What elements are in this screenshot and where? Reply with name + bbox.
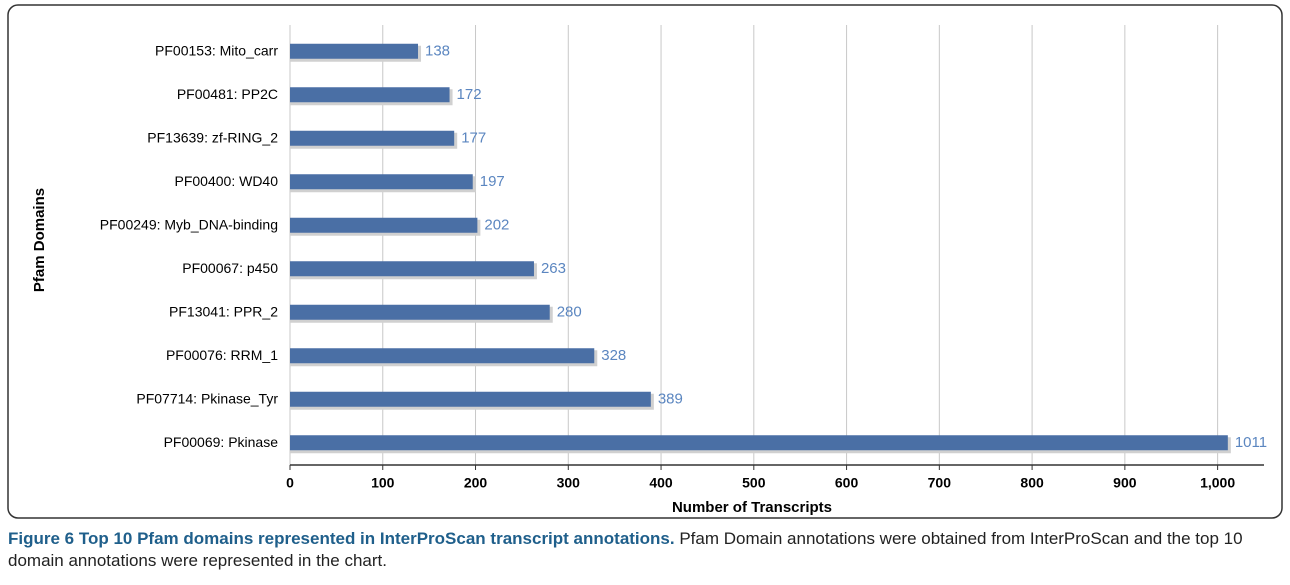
data-label: 177 xyxy=(461,130,486,147)
data-label: 328 xyxy=(601,347,626,364)
y-tick-label: PF00076: RRM_1 xyxy=(166,347,278,363)
data-label: 280 xyxy=(557,304,582,321)
bar xyxy=(290,348,595,364)
caption: Figure 6 Top 10 Pfam domains represented… xyxy=(8,528,1248,572)
bar xyxy=(290,304,550,320)
x-tick-label: 900 xyxy=(1113,475,1137,491)
x-tick-label: 700 xyxy=(928,475,952,491)
bar xyxy=(290,87,450,103)
data-label: 202 xyxy=(484,217,509,234)
x-tick-label: 500 xyxy=(742,475,766,491)
x-tick-label: 200 xyxy=(464,475,488,491)
data-label: 197 xyxy=(480,173,505,190)
x-axis-title: Number of Transcripts xyxy=(672,499,832,516)
bar xyxy=(290,217,478,233)
bar xyxy=(290,261,534,277)
x-tick-label: 600 xyxy=(835,475,859,491)
data-label: 172 xyxy=(457,86,482,103)
figure-frame xyxy=(7,4,1283,519)
x-tick-label: 400 xyxy=(649,475,673,491)
y-tick-label: PF00481: PP2C xyxy=(177,86,278,102)
x-tick-label: 100 xyxy=(371,475,395,491)
caption-text: Pfam Domain annotations were obtained fr… xyxy=(8,529,1243,570)
y-tick-label: PF07714: Pkinase_Tyr xyxy=(136,390,278,406)
caption-title: Figure 6 Top 10 Pfam domains represented… xyxy=(8,529,675,548)
y-axis-title: Pfam Domains xyxy=(31,188,48,292)
x-tick-label: 800 xyxy=(1020,475,1044,491)
data-label: 389 xyxy=(658,391,683,408)
bar xyxy=(290,43,419,59)
data-label: 263 xyxy=(541,260,566,277)
bar xyxy=(290,391,651,407)
x-tick-label: 0 xyxy=(286,475,294,491)
y-tick-label: PF00069: Pkinase xyxy=(164,434,279,450)
x-tick-label: 1,000 xyxy=(1200,475,1235,491)
bar xyxy=(290,174,473,190)
data-label: 138 xyxy=(425,43,450,60)
y-tick-label: PF00067: p450 xyxy=(182,260,278,276)
data-label: 1011 xyxy=(1235,434,1267,451)
chart: Pfam Domains Number of Transcripts 0 100 2… xyxy=(7,4,1283,519)
y-tick-label: PF13639: zf-RING_2 xyxy=(147,129,278,145)
y-tick-label: PF00400: WD40 xyxy=(175,173,279,189)
bar xyxy=(290,130,455,146)
bar xyxy=(290,435,1228,451)
x-tick-label: 300 xyxy=(557,475,581,491)
y-tick-label: PF13041: PPR_2 xyxy=(169,303,278,319)
y-tick-label: PF00249: Myb_DNA-binding xyxy=(100,216,278,232)
y-tick-label: PF00153: Mito_carr xyxy=(155,42,278,58)
